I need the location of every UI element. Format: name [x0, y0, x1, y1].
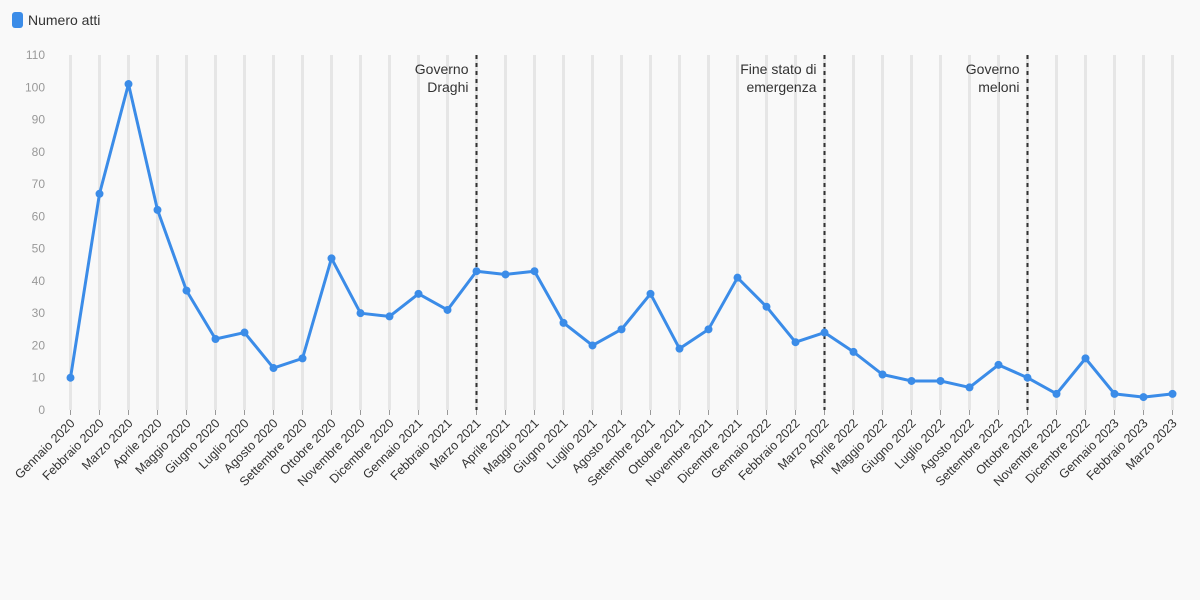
data-point — [298, 354, 307, 363]
data-point — [907, 376, 916, 385]
data-point — [1110, 389, 1119, 398]
data-point — [733, 273, 742, 282]
legend-swatch — [12, 12, 23, 28]
y-tick-label: 90 — [32, 113, 46, 127]
y-tick-label: 80 — [32, 145, 46, 159]
data-point — [530, 267, 539, 276]
annotation-label: Governo — [966, 61, 1020, 77]
data-point — [501, 270, 510, 279]
data-point — [675, 344, 684, 353]
annotation-label: meloni — [978, 79, 1019, 95]
data-point — [472, 267, 481, 276]
data-point — [965, 383, 974, 392]
annotation-label: Draghi — [427, 79, 468, 95]
data-point — [762, 302, 771, 311]
data-point — [1168, 389, 1177, 398]
annotation-label: emergenza — [746, 79, 816, 95]
legend[interactable]: Numero atti — [12, 12, 100, 28]
y-tick-label: 30 — [32, 306, 46, 320]
data-point — [356, 309, 365, 318]
data-point — [878, 370, 887, 379]
data-point — [617, 325, 626, 334]
data-point — [385, 312, 394, 321]
data-point — [443, 305, 452, 314]
data-point — [820, 328, 829, 337]
data-point — [1139, 393, 1148, 402]
y-tick-label: 110 — [26, 48, 45, 62]
data-point — [124, 80, 133, 89]
y-tick-label: 10 — [32, 371, 46, 385]
y-tick-label: 100 — [25, 80, 45, 94]
annotation-label: Fine stato di — [740, 61, 816, 77]
y-tick-label: 0 — [38, 403, 45, 417]
legend-label: Numero atti — [28, 12, 101, 28]
data-point — [153, 205, 162, 214]
data-point — [646, 289, 655, 298]
data-point — [240, 328, 249, 337]
y-tick-label: 20 — [32, 338, 46, 352]
data-point — [182, 286, 191, 295]
data-point — [269, 364, 278, 373]
y-tick-label: 50 — [32, 242, 46, 256]
data-point — [95, 189, 104, 198]
data-point — [588, 341, 597, 350]
data-point — [327, 254, 336, 263]
annotation-label: Governo — [415, 61, 469, 77]
data-point — [849, 347, 858, 356]
data-point — [66, 373, 75, 382]
data-point — [1052, 389, 1061, 398]
data-point — [414, 289, 423, 298]
y-tick-label: 60 — [32, 209, 46, 223]
data-point — [1023, 373, 1032, 382]
data-point — [211, 335, 220, 343]
y-tick-label: 40 — [32, 274, 46, 288]
y-tick-label: 70 — [32, 177, 46, 191]
data-point — [1081, 354, 1090, 363]
data-point — [559, 318, 568, 327]
data-point — [791, 338, 800, 347]
data-point — [936, 376, 945, 385]
data-point — [994, 360, 1003, 369]
data-point — [704, 325, 713, 334]
